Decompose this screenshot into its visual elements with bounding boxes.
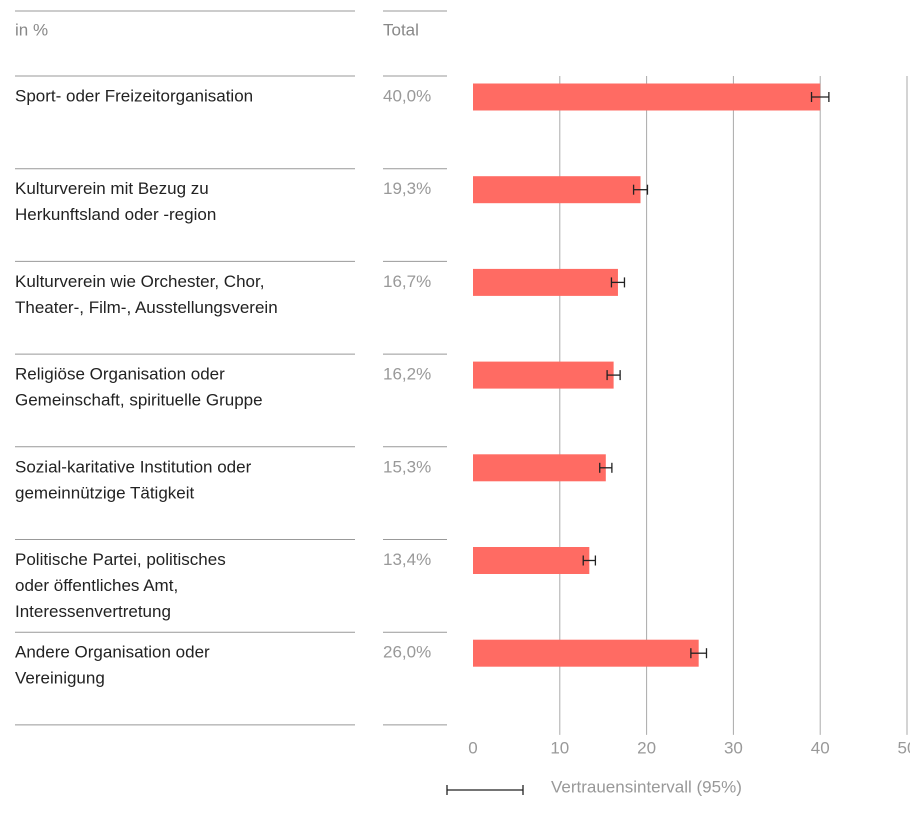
legend-label: Vertrauensintervall (95%) [551, 777, 742, 796]
value-label: 26,0% [383, 643, 431, 662]
x-tick-label: 30 [724, 738, 743, 757]
category-label: Interessenvertretung [15, 602, 171, 621]
category-label: Theater-, Film-, Ausstellungsverein [15, 298, 278, 317]
bar [473, 361, 614, 389]
unit-label: in % [15, 20, 48, 39]
x-tick-label: 40 [811, 738, 830, 757]
value-label: 13,4% [383, 550, 431, 569]
category-label: Sozial-karitative Institution oder [15, 457, 252, 476]
bar [473, 176, 641, 204]
value-label: 16,7% [383, 272, 431, 291]
bar [473, 639, 699, 667]
value-label: 19,3% [383, 179, 431, 198]
category-label: Sport- oder Freizeitorganisation [15, 86, 253, 105]
category-label: Politische Partei, politisches [15, 550, 226, 569]
x-tick-label: 10 [550, 738, 569, 757]
value-label: 15,3% [383, 457, 431, 476]
bar [473, 547, 590, 574]
category-label: Vereinigung [15, 669, 105, 688]
x-tick-label: 50 [898, 738, 910, 757]
category-label: Herkunftsland oder -region [15, 205, 216, 224]
x-tick-label: 0 [468, 738, 477, 757]
category-label: Religiöse Organisation oder [15, 365, 225, 384]
value-label: 40,0% [383, 86, 431, 105]
category-label: oder öffentliches Amt, [15, 576, 178, 595]
bar [473, 454, 606, 482]
category-label: Gemeinschaft, spirituelle Gruppe [15, 391, 263, 410]
x-tick-label: 20 [637, 738, 656, 757]
category-label: Kulturverein mit Bezug zu [15, 179, 209, 198]
column-header: Total [383, 20, 419, 39]
category-label: Andere Organisation oder [15, 643, 210, 662]
bar [473, 268, 618, 296]
value-label: 16,2% [383, 365, 431, 384]
category-label: Kulturverein wie Orchester, Chor, [15, 272, 264, 291]
category-label: gemeinnützige Tätigkeit [15, 483, 195, 502]
bar [473, 83, 821, 111]
